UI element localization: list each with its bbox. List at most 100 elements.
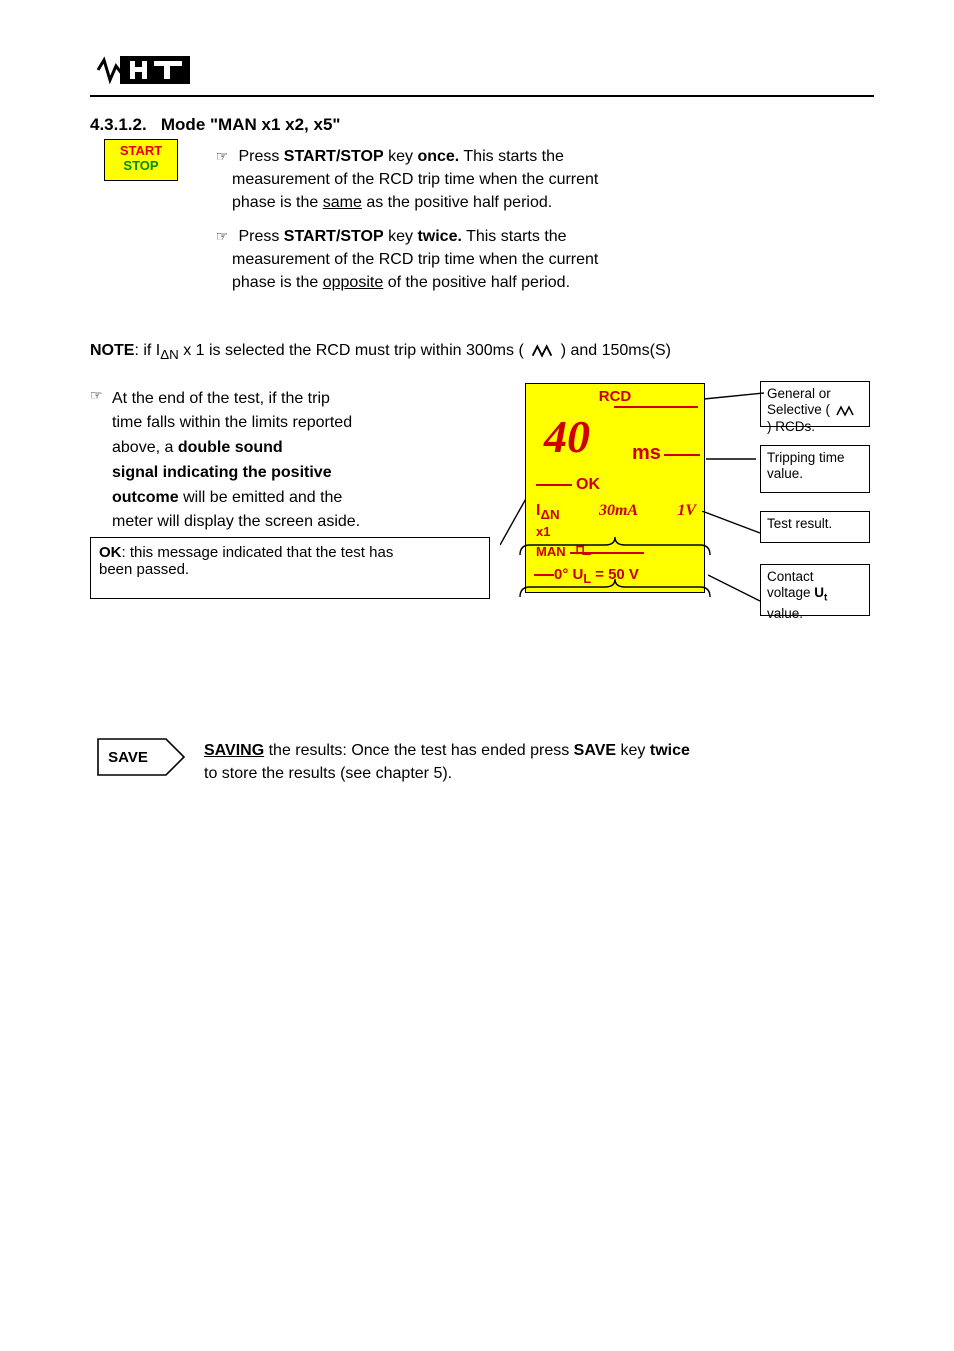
rcd-title-leader	[614, 406, 698, 408]
t: Test result.	[767, 516, 832, 531]
t: above, a	[112, 439, 178, 456]
section-title: Mode "MAN x1 x2, x5"	[161, 115, 341, 134]
t: voltage	[767, 585, 814, 600]
t: phase is the	[232, 194, 323, 211]
t: Contact	[767, 569, 814, 584]
rcd-current: 30mA	[599, 502, 638, 522]
t: key	[621, 742, 650, 759]
leader-line	[536, 484, 572, 486]
callout-box-result: Test result.	[760, 511, 870, 543]
section-heading: 4.3.1.2. Mode "MAN x1 x2, x5"	[90, 115, 874, 135]
brand-logo: ®	[96, 54, 874, 91]
t: opposite	[323, 274, 384, 291]
start-label: START	[105, 144, 177, 159]
t: double sound	[178, 439, 283, 456]
top-rule	[90, 95, 874, 97]
callout-box-type: General or Selective ( ) RCDs.	[760, 381, 870, 427]
t: time falls within the limits reported	[112, 414, 352, 431]
page: ® 4.3.1.2. Mode "MAN x1 x2, x5" START ST…	[0, 0, 954, 1351]
leader-line	[664, 454, 700, 456]
pointing-hand-icon: ☞	[214, 226, 230, 246]
t: to store the results (see chapter 5).	[204, 765, 452, 782]
t: OK	[99, 544, 122, 561]
t: Tripping time	[767, 450, 845, 465]
curly-bracket-icon	[510, 537, 720, 627]
callout-box-trip-time: Tripping time value.	[760, 445, 870, 493]
outcome-area: ☞ At the end of the test, if the trip ti…	[90, 387, 874, 727]
t: x 1 is selected the RCD must trip within…	[179, 342, 524, 359]
t: SAVE	[574, 742, 616, 759]
t: the results: Once the test has ended pre…	[269, 742, 574, 759]
rcd-row-params: IΔN 30mA 1V	[536, 502, 696, 522]
t: once.	[417, 148, 459, 165]
rcd-ms-unit: ms	[632, 442, 661, 465]
t: value.	[767, 606, 803, 621]
svg-text:®: ®	[184, 56, 190, 64]
t: U	[814, 585, 824, 600]
logo-svg: ®	[96, 54, 192, 86]
leader-line	[702, 511, 762, 541]
t: Press	[238, 228, 283, 245]
rcd-ok: OK	[576, 476, 600, 494]
press-line-2: measurement of the RCD trip time when th…	[232, 168, 874, 191]
t: outcome	[112, 489, 179, 506]
t: ) RCDs.	[767, 419, 815, 434]
press-line-1: ☞ Press START/STOP key once. This starts…	[214, 145, 874, 168]
t: same	[323, 194, 362, 211]
t: : if I	[134, 342, 160, 359]
t: Press	[238, 148, 283, 165]
t: This starts the	[466, 228, 566, 245]
note-label: NOTE	[90, 342, 134, 359]
t: Selective (	[767, 402, 830, 417]
note-line: NOTE: if IΔN x 1 is selected the RCD mus…	[90, 339, 874, 365]
ok-info-box: OK: this message indicated that the test…	[90, 537, 490, 599]
rcd-voltage: 1V	[677, 502, 696, 522]
t: General or	[767, 386, 831, 401]
save-text: SAVING the results: Once the test has en…	[204, 739, 874, 785]
save-key-label: SAVE	[108, 749, 148, 766]
t: This starts the	[463, 148, 563, 165]
t: t	[824, 593, 827, 604]
t: phase is the	[232, 274, 323, 291]
t: : this message indicated that the test h…	[122, 544, 394, 561]
t: START/STOP	[284, 228, 384, 245]
section-number: 4.3.1.2.	[90, 115, 147, 134]
t: twice.	[417, 228, 461, 245]
leader-line	[706, 453, 756, 463]
t: key	[388, 148, 417, 165]
t: of the positive half period.	[388, 274, 570, 291]
t: ΔN	[160, 347, 179, 362]
callout-box-contact-voltage: Contact voltage Ut value.	[760, 564, 870, 616]
stop-label: STOP	[105, 159, 177, 174]
t: as the positive half period.	[366, 194, 552, 211]
t: START/STOP	[284, 148, 384, 165]
t: ) and 150ms(S)	[561, 342, 671, 359]
start-stop-key: START STOP	[104, 139, 178, 181]
t: been passed.	[99, 561, 189, 578]
press-line-3: phase is the same as the positive half p…	[232, 191, 874, 214]
press-line-5: measurement of the RCD trip time when th…	[232, 248, 874, 271]
rcd-ian: IΔN	[536, 502, 560, 522]
pointing-hand-icon: ☞	[214, 146, 230, 166]
wave-icon	[528, 344, 556, 358]
t: At the end of the test, if the trip	[112, 390, 330, 407]
t: key	[388, 228, 417, 245]
save-key-shape: SAVE	[96, 737, 186, 777]
save-row: SAVE SAVING the results: Once the test h…	[90, 733, 874, 793]
t: SAVING	[204, 742, 264, 759]
pointing-hand-icon: ☞	[90, 387, 103, 404]
t: will be emitted and the	[183, 489, 342, 506]
press-block: START STOP ☞ Press START/STOP key once. …	[90, 145, 874, 325]
press-line-6: phase is the opposite of the positive ha…	[232, 271, 874, 294]
leader-line	[704, 387, 766, 401]
rcd-trip-time-value: 40	[544, 414, 590, 460]
t: twice	[650, 742, 690, 759]
wave-icon	[834, 405, 856, 417]
leader-line	[708, 565, 762, 611]
t: signal indicating the positive	[112, 464, 332, 481]
press-line-4: ☞ Press START/STOP key twice. This start…	[214, 225, 874, 248]
outcome-text: At the end of the test, if the trip time…	[112, 387, 492, 536]
t: meter will display the screen aside.	[112, 513, 360, 530]
t: value.	[767, 466, 803, 481]
rcd-title: RCD	[526, 388, 704, 405]
